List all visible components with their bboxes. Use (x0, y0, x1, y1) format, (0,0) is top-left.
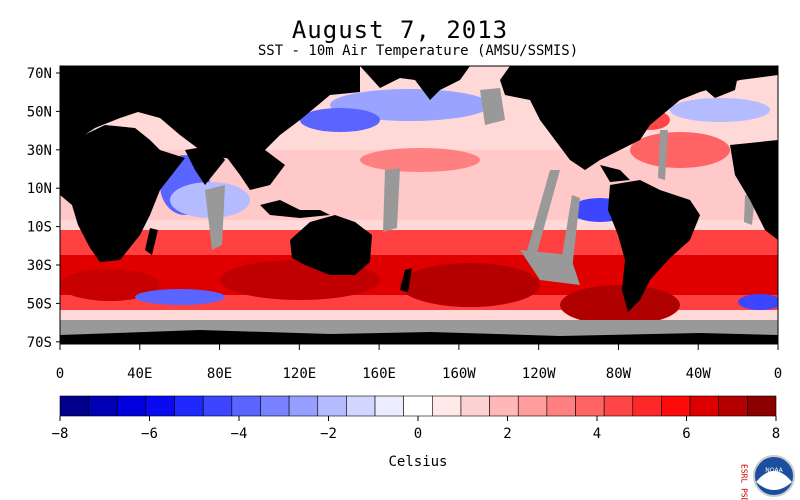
logo-side-text: ESRL PSD (740, 464, 749, 500)
land-masses (60, 66, 778, 344)
logo-agency-text: NOAA (765, 467, 783, 474)
lat-label: 70S (27, 335, 52, 351)
colorbar-swatch (661, 395, 691, 417)
sst-field (60, 66, 778, 344)
colorbar-swatch (460, 395, 490, 417)
lat-label: 50N (27, 104, 52, 120)
lon-label: 120E (282, 366, 316, 382)
lon-label: 0 (774, 366, 782, 382)
lon-label: 0 (56, 366, 64, 382)
colorbar-tick-label: 0 (414, 426, 422, 442)
colorbar-swatch (145, 395, 175, 417)
colorbar-swatch (489, 395, 519, 417)
colorbar-swatch (288, 395, 319, 417)
lat-label: 30N (27, 143, 52, 159)
lat-label: 10S (27, 220, 52, 236)
colorbar-swatch (432, 395, 462, 417)
colorbar-swatch (202, 395, 233, 417)
colorbar-swatch (517, 395, 548, 417)
colorbar-swatch (116, 395, 147, 417)
colorbar-ticks: −8 −6 −4 −2 0 2 4 6 8 (52, 416, 780, 442)
colorbar-swatches (59, 395, 777, 417)
map-subtitle: SST - 10m Air Temperature (AMSU/SSMIS) (257, 43, 579, 59)
lon-label: 40E (127, 366, 152, 382)
colorbar-tick-label: −8 (52, 426, 69, 442)
colorbar-tick-label: 6 (682, 426, 690, 442)
lat-label: 10N (27, 181, 52, 197)
colorbar-swatch (260, 395, 290, 417)
lat-label: 50S (27, 296, 52, 312)
colorbar-swatch (374, 395, 404, 417)
colorbar-swatch (632, 395, 662, 417)
colorbar-tick-label: 4 (593, 426, 601, 442)
colorbar-swatch (59, 395, 89, 417)
longitude-axis: 0 40E 80E 120E 160E 160W 120W 80W 40W 0 (56, 344, 782, 382)
colorbar-swatch (575, 395, 605, 417)
colorbar-tick-label: −4 (231, 426, 248, 442)
colorbar-swatch (88, 395, 118, 417)
colorbar-unit-label: Celsius (388, 454, 447, 470)
noaa-logo: NOAA (753, 455, 795, 497)
colorbar-swatch (231, 395, 261, 417)
latitude-axis: 70N 50N 30N 10N 10S 30S 50S 70S (27, 66, 60, 351)
colorbar-swatch (546, 395, 576, 417)
colorbar-swatch (403, 395, 433, 417)
colorbar-swatch (689, 395, 720, 417)
lat-label: 30S (27, 258, 52, 274)
map-title: August 7, 2013 (291, 16, 509, 44)
lat-label: 70N (27, 66, 52, 82)
lon-label: 120W (522, 366, 556, 382)
colorbar-swatch (174, 395, 204, 417)
lon-label: 40W (686, 366, 712, 382)
colorbar-swatch (603, 395, 634, 417)
colorbar-swatch (747, 395, 777, 417)
lon-label: 160W (442, 366, 476, 382)
colorbar-tick-label: 2 (503, 426, 511, 442)
colorbar-tick-label: −2 (320, 426, 337, 442)
colorbar-tick-label: 8 (772, 426, 780, 442)
colorbar-swatch (718, 395, 748, 417)
colorbar-swatch (317, 395, 347, 417)
lon-label: 80E (207, 366, 232, 382)
colorbar-tick-label: −6 (141, 426, 158, 442)
lon-label: 80W (606, 366, 632, 382)
colorbar-swatch (346, 395, 376, 417)
lon-label: 160E (362, 366, 396, 382)
